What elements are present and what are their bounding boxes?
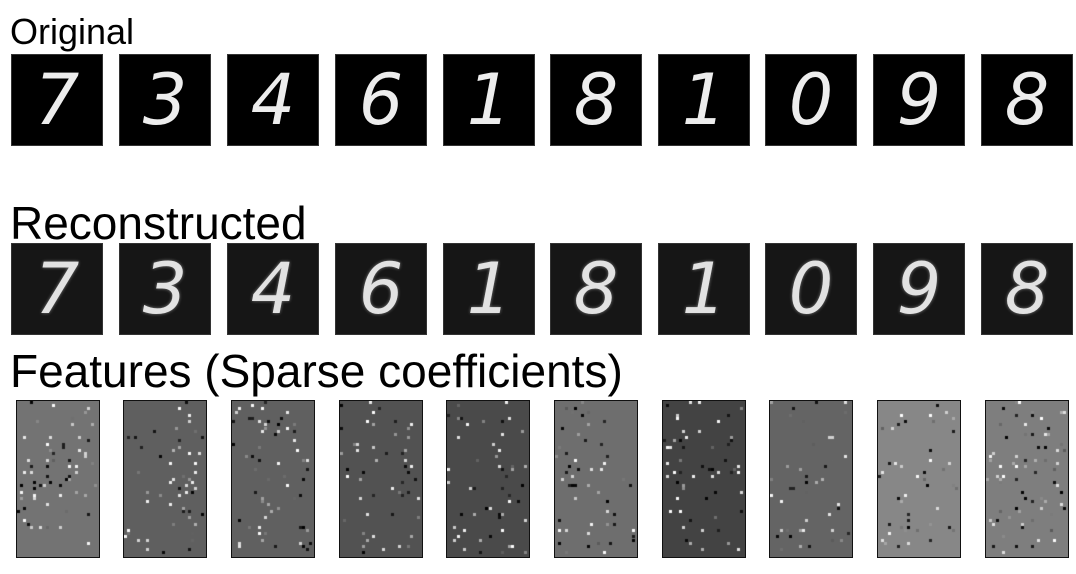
feature-map-tile — [985, 400, 1069, 558]
reconstructed-digit-glyph: 1 — [466, 248, 512, 330]
original-digit-glyph: 9 — [896, 59, 942, 141]
reconstructed-digit-tile: 8 — [550, 243, 642, 335]
original-digit-glyph: 0 — [788, 59, 834, 141]
sparse-coefficient-map — [447, 401, 529, 557]
original-digit-tile: 1 — [443, 54, 535, 146]
original-digit-tile: 8 — [550, 54, 642, 146]
reconstructed-digit-tile: 9 — [873, 243, 965, 335]
original-digit-glyph: 1 — [681, 59, 727, 141]
reconstructed-digit-tile: 7 — [11, 243, 103, 335]
feature-map-tile — [662, 400, 746, 558]
reconstructed-digit-glyph: 7 — [34, 248, 80, 330]
reconstructed-digit-tile: 1 — [443, 243, 535, 335]
original-digit-tile: 4 — [227, 54, 319, 146]
reconstructed-digit-glyph: 8 — [573, 248, 619, 330]
original-digit-tile: 1 — [658, 54, 750, 146]
original-digit-glyph: 8 — [1004, 59, 1050, 141]
reconstructed-digit-tile: 6 — [335, 243, 427, 335]
reconstructed-digit-glyph: 6 — [358, 248, 404, 330]
feature-map-tile — [446, 400, 530, 558]
original-digit-tile: 3 — [119, 54, 211, 146]
feature-map-tile — [339, 400, 423, 558]
original-digit-glyph: 7 — [34, 59, 80, 141]
original-digit-tile: 7 — [11, 54, 103, 146]
reconstructed-digit-glyph: 3 — [142, 248, 188, 330]
original-digit-glyph: 6 — [358, 59, 404, 141]
sparse-coefficient-map — [878, 401, 960, 557]
original-digit-glyph: 3 — [142, 59, 188, 141]
reconstructed-digit-tile: 8 — [981, 243, 1073, 335]
feature-map-tile — [123, 400, 207, 558]
reconstructed-section-title: Reconstructed — [10, 197, 307, 249]
sparse-coefficient-map — [17, 401, 99, 557]
feature-map-tile — [769, 400, 853, 558]
reconstructed-digit-glyph: 8 — [1004, 248, 1050, 330]
sparse-coefficient-map — [232, 401, 314, 557]
reconstructed-digit-tile: 1 — [658, 243, 750, 335]
sparse-coefficient-map — [340, 401, 422, 557]
feature-map-tile — [877, 400, 961, 558]
reconstructed-digit-glyph: 4 — [250, 248, 296, 330]
original-section-title: Original — [10, 11, 135, 52]
sparse-coefficient-map — [770, 401, 852, 557]
feature-map-tile — [231, 400, 315, 558]
original-digit-glyph: 1 — [466, 59, 512, 141]
sparse-coefficient-map — [663, 401, 745, 557]
original-digit-tile: 0 — [765, 54, 857, 146]
feature-map-tile — [16, 400, 100, 558]
original-digit-tile: 6 — [335, 54, 427, 146]
feature-map-tile — [554, 400, 638, 558]
reconstructed-digit-glyph: 1 — [681, 248, 727, 330]
reconstructed-digit-tile: 0 — [765, 243, 857, 335]
sparse-coefficient-map — [555, 401, 637, 557]
reconstructed-digit-glyph: 9 — [896, 248, 942, 330]
features-section-title: Features (Sparse coefficients) — [10, 345, 623, 397]
reconstructed-digit-tile: 3 — [119, 243, 211, 335]
reconstructed-digit-glyph: 0 — [788, 248, 834, 330]
sparse-coefficient-map — [986, 401, 1068, 557]
original-digit-tile: 9 — [873, 54, 965, 146]
sparse-coefficient-map — [124, 401, 206, 557]
original-digit-glyph: 8 — [573, 59, 619, 141]
reconstructed-digit-tile: 4 — [227, 243, 319, 335]
original-digit-glyph: 4 — [250, 59, 296, 141]
original-digit-tile: 8 — [981, 54, 1073, 146]
